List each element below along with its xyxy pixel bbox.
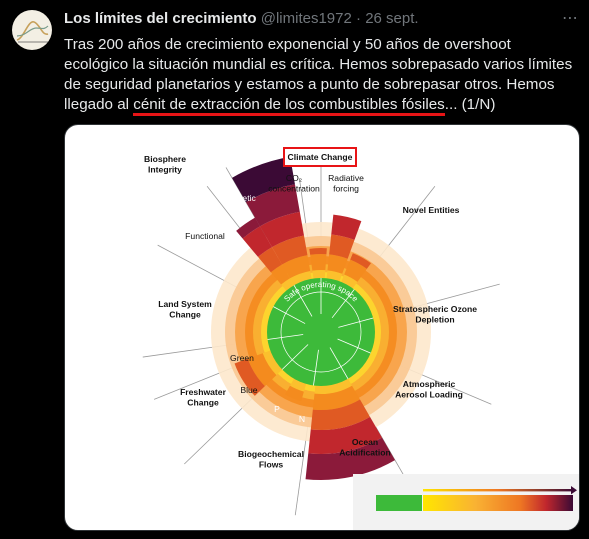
legend-arrow — [423, 489, 573, 492]
wedge-blue — [285, 385, 304, 402]
label-freshwater: Freshwater Change — [180, 387, 227, 408]
wedge-novel — [341, 274, 358, 289]
core-divider — [293, 285, 313, 317]
legend-safe-swatch — [376, 495, 422, 511]
wedge-radiative — [326, 270, 343, 282]
wedge-land — [247, 353, 277, 387]
core-divider — [267, 334, 304, 340]
core-ring — [280, 291, 362, 373]
wedge-land — [234, 358, 265, 396]
wedge-land — [262, 350, 283, 376]
wedge-genetic — [290, 270, 312, 286]
separator: · — [356, 10, 362, 27]
label-n: N — [299, 414, 305, 424]
tweet-text-end: ... (1/N) — [444, 96, 496, 113]
core-divider — [313, 349, 319, 386]
wedge-genetic — [232, 156, 295, 203]
wedge-functional — [270, 264, 290, 285]
wedge-p-n — [305, 437, 395, 480]
tweet-image[interactable]: Safe operating space Biosphere Integrity G… — [64, 124, 580, 531]
legend-arrow-head — [571, 486, 577, 495]
wedge-genetic — [272, 235, 308, 265]
safe-space-core — [267, 278, 375, 386]
label-blue: Blue — [240, 385, 257, 395]
wedge-genetic — [282, 255, 311, 279]
wedge-p-n — [314, 378, 352, 395]
avatar[interactable] — [12, 10, 52, 50]
core-divider — [338, 317, 374, 328]
tweet-text: Tras 200 años de crecimiento exponencial… — [64, 35, 579, 116]
tweet-text-highlight: cénit de extracción de los combustibles … — [133, 96, 445, 116]
label-p: P — [274, 404, 280, 414]
author-name[interactable]: Los límites del crecimiento — [64, 10, 257, 27]
label-aerosol: Atmospheric Aerosol Loading — [395, 379, 463, 400]
label-genetic: Genetic — [226, 193, 256, 203]
label-biosphere: Biosphere Integrity — [144, 154, 186, 175]
core-divider — [331, 289, 355, 319]
tweet-date[interactable]: 26 sept. — [365, 10, 419, 27]
wedge-radiative — [331, 214, 362, 240]
label-ocean: Ocean Acidification — [339, 437, 391, 458]
wedge-functional — [242, 226, 272, 257]
wedge-genetic — [246, 184, 300, 227]
core-divider — [337, 338, 371, 354]
wedge-novel — [344, 259, 367, 282]
climate-highlight-box — [283, 147, 357, 167]
wedge-radiative — [329, 234, 355, 259]
more-dots-icon[interactable]: ⋯ — [562, 10, 579, 27]
label-radiative: Radiative forcing — [328, 173, 364, 194]
planetary-boundaries-diagram: Safe operating space Biosphere IntegrityG… — [142, 147, 579, 530]
wedge-p-n — [308, 416, 382, 454]
wedge-co2 — [309, 248, 327, 255]
core-divider — [273, 306, 306, 324]
wedge-novel — [350, 253, 371, 269]
label-functional: Functional — [185, 231, 225, 241]
core-divider — [329, 347, 349, 379]
wedge-radiative — [327, 254, 348, 274]
wedge-co2 — [312, 270, 326, 279]
label-biogeo: Biogeochemical Flows — [238, 449, 304, 470]
wedge-p-n — [312, 385, 360, 410]
wedge-functional — [258, 247, 282, 273]
label-ozone: Stratospheric Ozone Depletion — [393, 304, 477, 325]
legend-risk-swatch — [423, 495, 573, 511]
tweet-text-start: Tras 200 años de crecimiento exponencial… — [64, 36, 573, 113]
wedge-genetic — [260, 211, 304, 248]
wedge-blue — [290, 378, 307, 392]
author-handle[interactable]: @limites1972 — [260, 10, 352, 27]
label-co2: CO₂ concentration — [268, 173, 320, 194]
label-novel: Novel Entities — [403, 205, 460, 215]
wedge-p-n — [310, 399, 370, 430]
label-climate: Climate Change — [288, 152, 353, 162]
core-divider — [281, 344, 309, 370]
label-green: Green — [230, 353, 254, 363]
label-land: Land System Change — [158, 299, 212, 320]
tweet-header: Los límites del crecimiento @limites1972… — [64, 10, 579, 32]
wedge-functional — [236, 217, 260, 239]
wedge-functional — [281, 278, 294, 291]
wedge-co2 — [310, 254, 327, 271]
